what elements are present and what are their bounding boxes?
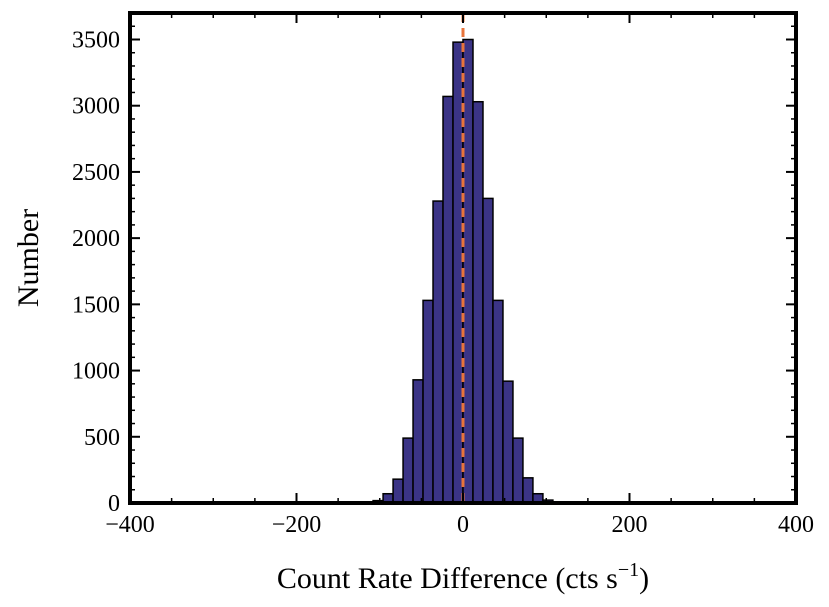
y-tick-label: 0 xyxy=(108,491,120,517)
x-tick-label: 400 xyxy=(778,512,814,538)
y-tick-label: 500 xyxy=(84,425,120,451)
y-tick-label: 1500 xyxy=(72,292,120,318)
x-tick-labels: −400 −200 0 200 400 xyxy=(105,512,814,538)
x-tick-label: 0 xyxy=(457,512,469,538)
histogram-bar xyxy=(512,437,524,504)
x-axis-label-superscript: −1 xyxy=(618,559,639,581)
y-tick-label: 3000 xyxy=(72,94,120,120)
histogram-bar xyxy=(472,100,484,504)
histogram-bar xyxy=(432,200,444,504)
histogram-bar xyxy=(522,477,534,504)
y-ticks xyxy=(130,12,796,504)
y-tick-label: 2500 xyxy=(72,160,120,186)
histogram-bar xyxy=(402,437,414,504)
x-tick-label: −200 xyxy=(272,512,322,538)
histogram-bar xyxy=(492,299,504,504)
bars-group xyxy=(362,38,564,504)
histogram-bar xyxy=(412,379,424,504)
histogram-bar xyxy=(442,95,454,504)
x-axis-label: Count Rate Difference (cts s−1) xyxy=(277,559,649,595)
x-ticks xyxy=(129,13,797,503)
y-axis-label: Number xyxy=(12,209,45,307)
y-tick-label: 1000 xyxy=(72,359,120,385)
histogram-bar xyxy=(482,197,494,504)
x-tick-label: 200 xyxy=(612,512,648,538)
y-tick-label: 2000 xyxy=(72,226,120,252)
histogram-bar xyxy=(392,478,404,504)
histogram-bar xyxy=(422,299,434,504)
y-tick-label: 3500 xyxy=(72,27,120,53)
x-tick-label: −400 xyxy=(105,512,155,538)
y-tick-labels: 0 500 1000 1500 2000 2500 3000 3500 xyxy=(72,27,120,517)
x-axis-label-close: ) xyxy=(639,562,649,595)
histogram-bar xyxy=(502,380,514,504)
x-axis-label-main: Count Rate Difference (cts s xyxy=(277,562,618,595)
